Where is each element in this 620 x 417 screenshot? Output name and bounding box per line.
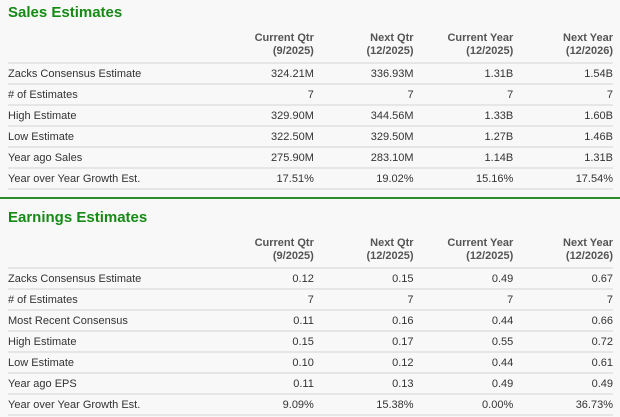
column-header: Current Qtr (9/2025): [254, 237, 314, 262]
cell-value: 0.13: [313, 372, 414, 394]
row-label: Zacks Consensus Estimate: [8, 267, 215, 289]
column-header: Next Qtr (12/2025): [366, 32, 414, 57]
cell-value: 0.15: [313, 267, 414, 289]
row-label: # of Estimates: [8, 288, 215, 310]
table-row: # of Estimates 7 7 7 7: [8, 83, 613, 105]
cell-value: 7: [214, 288, 314, 310]
earnings-estimates-section: Earnings Estimates Current Qtr (9/2025) Ne…: [8, 207, 613, 416]
cell-value: 0.55: [413, 330, 514, 352]
section-divider: [0, 197, 620, 199]
cell-value: 336.93M: [313, 62, 414, 84]
table-row: Year ago Sales 275.90M 283.10M 1.14B 1.31B: [8, 146, 613, 168]
section-title: Earnings Estimates: [8, 209, 148, 226]
cell-value: 0.00%: [413, 393, 514, 416]
cell-value: 1.33B: [413, 104, 514, 126]
cell-value: 1.27B: [413, 125, 514, 147]
row-label: # of Estimates: [8, 83, 215, 105]
row-label: High Estimate: [8, 104, 215, 126]
row-label: Year over Year Growth Est.: [8, 167, 215, 190]
table-row: Year ago EPS 0.11 0.13 0.49 0.49: [8, 372, 613, 394]
table-row: Most Recent Consensus 0.11 0.16 0.44 0.66: [8, 309, 613, 331]
cell-value: 0.49: [513, 372, 613, 394]
section-title: Sales Estimates: [8, 4, 123, 21]
cell-value: 36.73%: [513, 393, 613, 416]
cell-value: 7: [513, 288, 613, 310]
cell-value: 0.15: [214, 330, 314, 352]
row-label: Year ago EPS: [8, 372, 215, 394]
table-row: Year over Year Growth Est. 9.09% 15.38% 0.0…: [8, 393, 613, 416]
cell-value: 9.09%: [214, 393, 314, 416]
cell-value: 275.90M: [214, 146, 314, 168]
cell-value: 1.31B: [413, 62, 514, 84]
cell-value: 0.67: [513, 267, 613, 289]
cell-value: 7: [313, 288, 414, 310]
table-row: High Estimate 329.90M 344.56M 1.33B 1.60B: [8, 104, 613, 126]
cell-value: 7: [214, 83, 314, 105]
cell-value: 0.16: [313, 309, 414, 331]
cell-value: 0.49: [413, 267, 514, 289]
cell-value: 0.61: [513, 351, 613, 373]
sales-estimates-section: Sales Estimates Current Qtr (9/2025) Next …: [8, 2, 613, 190]
cell-value: 0.44: [413, 351, 514, 373]
header-row: Current Qtr (9/2025) Next Qtr (12/2025) Curr…: [8, 24, 613, 63]
cell-value: 329.90M: [214, 104, 314, 126]
header-row: Current Qtr (9/2025) Next Qtr (12/2025) Curr…: [8, 229, 613, 268]
cell-value: 0.10: [214, 351, 314, 373]
cell-value: 0.12: [313, 351, 414, 373]
table-row: Zacks Consensus Estimate 0.12 0.15 0.49 0.67: [8, 267, 613, 289]
cell-value: 7: [413, 83, 514, 105]
cell-value: 0.49: [413, 372, 514, 394]
table-row: High Estimate 0.15 0.17 0.55 0.72: [8, 330, 613, 352]
sales-estimates-table: Current Qtr (9/2025) Next Qtr (12/2025) Curr…: [8, 24, 613, 190]
column-header: Next Year (12/2026): [563, 32, 613, 57]
cell-value: 7: [313, 83, 414, 105]
earnings-estimates-table: Current Qtr (9/2025) Next Qtr (12/2025) Curr…: [8, 229, 613, 416]
cell-value: 329.50M: [313, 125, 414, 147]
table-row: Low Estimate 322.50M 329.50M 1.27B 1.46B: [8, 125, 613, 147]
row-label: Most Recent Consensus: [8, 309, 215, 331]
row-label: High Estimate: [8, 330, 215, 352]
cell-value: 0.11: [214, 372, 314, 394]
cell-value: 0.44: [413, 309, 514, 331]
column-header: Next Year (12/2026): [563, 237, 613, 262]
cell-value: 7: [513, 83, 613, 105]
table-row: Year over Year Growth Est. 17.51% 19.02% 15…: [8, 167, 613, 190]
cell-value: 19.02%: [313, 167, 414, 190]
column-header: Next Qtr (12/2025): [366, 237, 414, 262]
table-row: Zacks Consensus Estimate 324.21M 336.93M 1.…: [8, 62, 613, 84]
row-label: Zacks Consensus Estimate: [8, 62, 215, 84]
cell-value: 1.54B: [513, 62, 613, 84]
row-label: Low Estimate: [8, 351, 215, 373]
row-label: Low Estimate: [8, 125, 215, 147]
cell-value: 17.54%: [513, 167, 613, 190]
cell-value: 17.51%: [214, 167, 314, 190]
cell-value: 1.46B: [513, 125, 613, 147]
row-label: Year over Year Growth Est.: [8, 393, 215, 416]
cell-value: 283.10M: [313, 146, 414, 168]
cell-value: 322.50M: [214, 125, 314, 147]
column-header: Current Year (12/2025): [447, 237, 514, 262]
column-header: Current Year (12/2025): [447, 32, 514, 57]
cell-value: 15.38%: [313, 393, 414, 416]
cell-value: 0.12: [214, 267, 314, 289]
cell-value: 0.66: [513, 309, 613, 331]
row-label: Year ago Sales: [8, 146, 215, 168]
cell-value: 15.16%: [413, 167, 514, 190]
table-row: # of Estimates 7 7 7 7: [8, 288, 613, 310]
cell-value: 1.31B: [513, 146, 613, 168]
cell-value: 0.72: [513, 330, 613, 352]
cell-value: 344.56M: [313, 104, 414, 126]
table-row: Low Estimate 0.10 0.12 0.44 0.61: [8, 351, 613, 373]
cell-value: 0.17: [313, 330, 414, 352]
cell-value: 7: [413, 288, 514, 310]
cell-value: 1.14B: [413, 146, 514, 168]
cell-value: 1.60B: [513, 104, 613, 126]
column-header: Current Qtr (9/2025): [254, 32, 314, 57]
cell-value: 324.21M: [214, 62, 314, 84]
cell-value: 0.11: [214, 309, 314, 331]
